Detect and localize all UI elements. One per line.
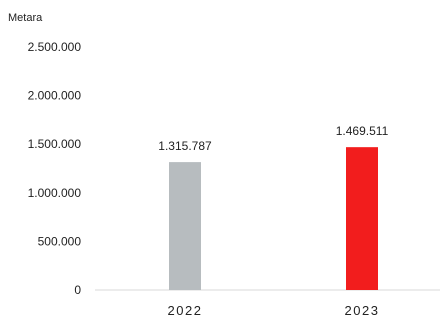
x-axis-labels: 2022 2023 [168, 303, 380, 318]
y-tick-label: 1.000.000 [28, 186, 82, 200]
y-tick-label: 2.000.000 [28, 89, 82, 103]
value-label-2023: 1.469.511 [336, 124, 389, 138]
bar-2022 [169, 162, 201, 290]
x-tick-label-2022: 2022 [168, 303, 203, 318]
bars-group [169, 147, 378, 290]
y-tick-label: 0 [74, 283, 81, 297]
y-tick-label: 1.500.000 [28, 137, 82, 151]
y-axis-ticks: 0 500.000 1.000.000 1.500.000 2.000.000 2.500… [28, 40, 82, 297]
bar-2023 [346, 147, 378, 290]
y-axis-unit-label: Metara [8, 12, 43, 24]
x-tick-label-2023: 2023 [345, 303, 380, 318]
y-tick-label: 500.000 [38, 234, 82, 248]
value-label-2022: 1.315.787 [158, 139, 212, 153]
y-tick-label: 2.500.000 [28, 40, 82, 54]
value-labels-group: 1.315.787 1.469.511 [158, 124, 388, 153]
